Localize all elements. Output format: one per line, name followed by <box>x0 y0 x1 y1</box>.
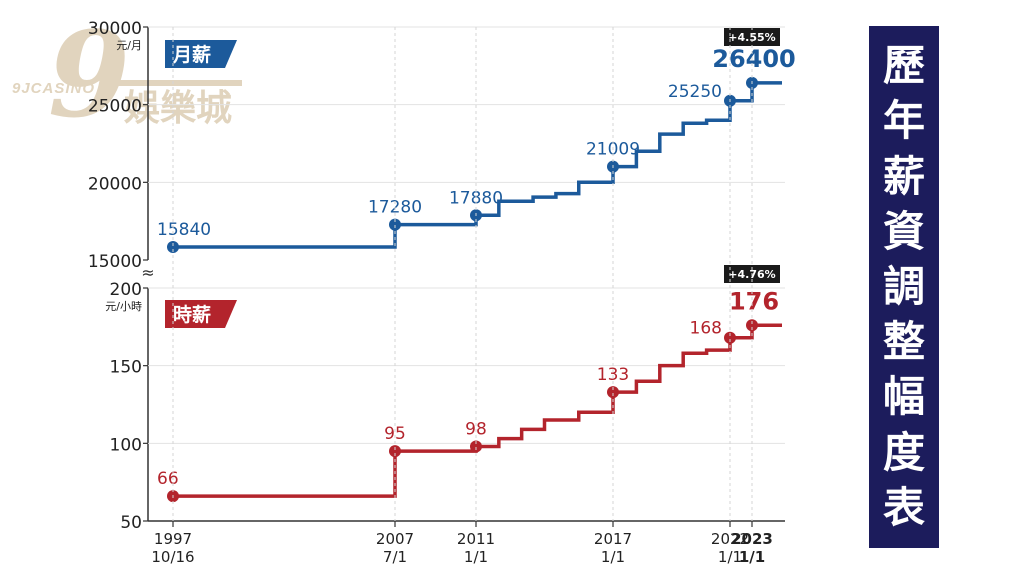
series-name-hourly: 時薪 <box>173 303 211 326</box>
x-tick-year: 1997 <box>154 530 192 548</box>
y-tick-label: 150 <box>110 358 142 378</box>
y-tick-label: 100 <box>110 435 142 455</box>
x-tick-date: 10/16 <box>151 548 194 566</box>
series-name-monthly: 月薪 <box>172 43 211 66</box>
change-badge-monthly <box>724 28 780 46</box>
x-tick-date: 1/1 <box>718 548 742 566</box>
data-label: 168 <box>690 319 722 339</box>
y-tick-label: 50 <box>120 513 142 533</box>
data-point <box>746 319 758 332</box>
title-char: 薪 <box>882 151 925 201</box>
x-tick-year: 2007 <box>376 530 414 548</box>
axis-break-mark: ≈ <box>141 263 154 282</box>
data-point <box>470 440 482 453</box>
data-label: 15840 <box>157 220 211 240</box>
y-tick-label: 30000 <box>88 19 142 39</box>
y-unit-label: 元/月 <box>116 39 142 52</box>
y-tick-label: 20000 <box>88 174 142 194</box>
x-tick-year: 2011 <box>457 530 495 548</box>
data-point <box>389 445 401 458</box>
data-point <box>167 240 179 253</box>
data-label: 25250 <box>668 82 722 102</box>
chart-title: 歷年薪資調整幅度表 <box>869 26 939 548</box>
x-tick-year: 2017 <box>594 530 632 548</box>
x-tick-date: 7/1 <box>383 548 407 566</box>
title-char: 表 <box>882 482 925 532</box>
data-label: 95 <box>384 424 406 444</box>
series-banner-hourly <box>165 300 237 328</box>
x-tick-date: 1/1 <box>601 548 625 566</box>
title-char: 資 <box>882 206 925 256</box>
step-line-hourly <box>173 323 782 498</box>
y-tick-label: 15000 <box>88 252 142 272</box>
y-tick-label: 200 <box>110 280 142 300</box>
x-tick-date: 1/1 <box>739 548 765 566</box>
title-char: 歷 <box>882 41 925 91</box>
x-tick-date: 1/1 <box>464 548 488 566</box>
change-badge-text: +4.55% <box>728 31 775 44</box>
data-label: 66 <box>157 469 179 489</box>
data-point <box>607 386 619 399</box>
data-label: 17880 <box>449 188 503 208</box>
title-char: 幅 <box>882 372 925 422</box>
data-label: 26400 <box>712 45 796 73</box>
data-point <box>389 218 401 231</box>
data-point <box>724 331 736 344</box>
title-char: 年 <box>882 96 925 146</box>
y-unit-label: 元/小時 <box>105 300 142 313</box>
title-char: 整 <box>882 317 925 367</box>
x-tick-year: 2022 <box>711 530 749 548</box>
title-char: 調 <box>882 261 925 311</box>
step-line-monthly <box>173 81 782 249</box>
title-char: 度 <box>882 427 925 477</box>
y-tick-label: 25000 <box>88 97 142 117</box>
x-tick-year: 2023 <box>731 530 773 548</box>
series-banner-monthly <box>165 40 237 68</box>
data-label: 176 <box>729 287 779 315</box>
